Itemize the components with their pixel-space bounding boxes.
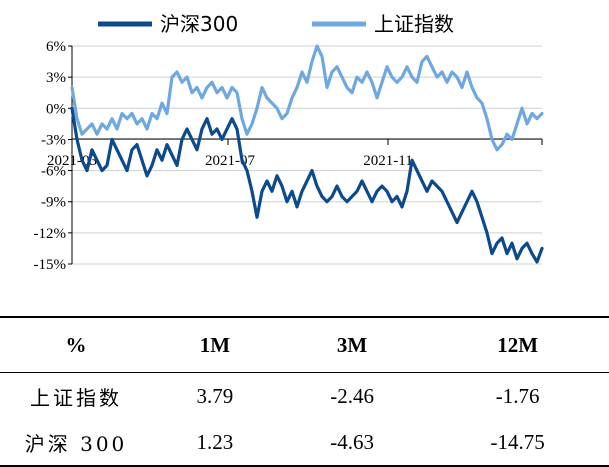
y-tick-label: 3% bbox=[46, 70, 66, 86]
y-tick-label: -15% bbox=[34, 257, 67, 273]
legend-label-csi300: 沪深300 bbox=[160, 12, 238, 36]
y-tick-label: 0% bbox=[46, 101, 66, 117]
y-tick-label: -12% bbox=[34, 226, 67, 242]
y-tick-label: 6% bbox=[46, 39, 66, 55]
legend-label-sse: 上证指数 bbox=[374, 12, 454, 36]
x-axis-ticks: 2021-03 2021-07 2021-11 bbox=[47, 139, 543, 169]
line-chart: 沪深300 上证指数 6% 3% 0% -3% -6% -9% -12% -15% 2021-… bbox=[34, 12, 544, 273]
header-1m: 1M bbox=[199, 332, 231, 357]
cell-csi300-1m: 1.23 bbox=[196, 429, 234, 454]
table-row: 上证指数 3.79 -2.46 -1.76 bbox=[0, 373, 609, 420]
cell-csi300-12m: -14.75 bbox=[490, 429, 545, 454]
y-tick-label: -6% bbox=[41, 164, 66, 180]
series-line-csi300 bbox=[70, 106, 544, 264]
cell-sse-1m: 3.79 bbox=[196, 383, 234, 408]
y-tick-label: -9% bbox=[41, 195, 66, 211]
series-line-sse bbox=[70, 44, 544, 152]
series-lines bbox=[70, 44, 544, 264]
x-tick-label: 2021-11 bbox=[363, 153, 412, 169]
header-12m: 12M bbox=[497, 332, 539, 357]
table-header-row: % 1M 3M 12M bbox=[0, 317, 609, 373]
cell-csi300-3m: -4.63 bbox=[330, 429, 374, 454]
cell-sse-12m: -1.76 bbox=[495, 383, 540, 408]
row-label-sse: 上证指数 bbox=[30, 385, 122, 410]
returns-table: % 1M 3M 12M 上证指数 3.79 -2.46 -1.76 沪深 300… bbox=[0, 316, 609, 467]
y-axis-ticks: 6% 3% 0% -3% -6% -9% -12% -15% bbox=[34, 39, 73, 273]
y-tick-label: -3% bbox=[41, 132, 66, 148]
chart-legend: 沪深300 上证指数 bbox=[98, 12, 454, 36]
x-tick-label: 2021-07 bbox=[205, 153, 255, 169]
row-label-csi300: 沪深 300 bbox=[24, 431, 128, 456]
cell-sse-3m: -2.46 bbox=[330, 383, 374, 408]
header-3m: 3M bbox=[336, 332, 368, 357]
header-percent: % bbox=[65, 332, 87, 357]
